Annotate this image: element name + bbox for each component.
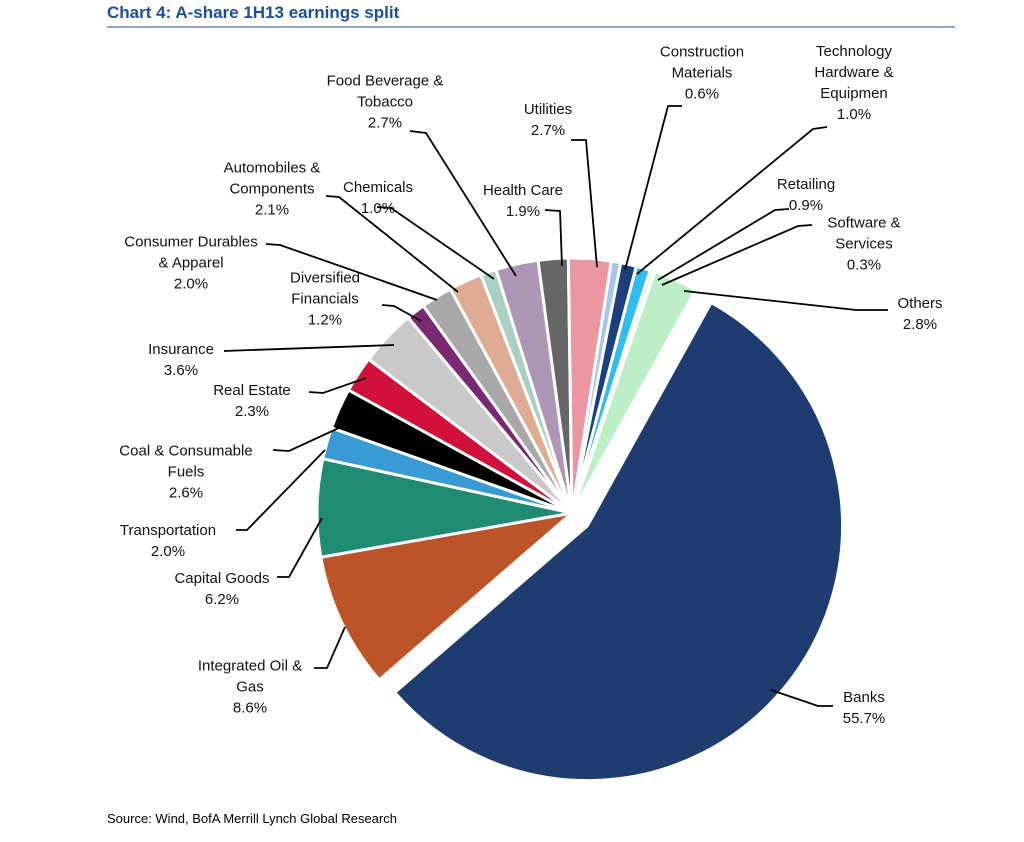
leader-line-automobiles-components xyxy=(325,195,459,293)
leader-line-transportation xyxy=(236,449,326,531)
source-note: Source: Wind, BofA Merrill Lynch Global … xyxy=(107,811,397,826)
leader-line-coal-consumable-fuels xyxy=(272,426,342,452)
leader-line-others xyxy=(683,290,888,311)
title-underline xyxy=(107,26,955,28)
pie-slice-integrated-oil-gas xyxy=(319,510,578,683)
leader-line-capital-goods xyxy=(277,517,323,578)
leader-line-banks xyxy=(770,689,833,707)
pie-slice-banks xyxy=(392,300,844,783)
leader-line-chemicals xyxy=(376,206,495,280)
leader-line-insurance xyxy=(223,344,395,352)
leader-line-real-estate xyxy=(308,377,367,394)
leader-line-construction-materials xyxy=(624,105,682,271)
chart-title: Chart 4: A-share 1H13 earnings split xyxy=(107,3,400,22)
leader-line-health-care xyxy=(544,209,563,267)
leader-line-diversified-financials xyxy=(381,304,422,322)
leader-line-software-services xyxy=(661,224,813,286)
leader-line-food-beverage-tobacco xyxy=(409,130,517,277)
leader-line-retailing xyxy=(657,208,790,281)
leader-line-consumer-durables-apparel xyxy=(265,243,438,301)
leader-line-utilities xyxy=(571,139,598,268)
leader-line-technology-hardware-equipmen xyxy=(636,126,828,275)
leader-line-integrated-oil-gas xyxy=(314,626,346,669)
